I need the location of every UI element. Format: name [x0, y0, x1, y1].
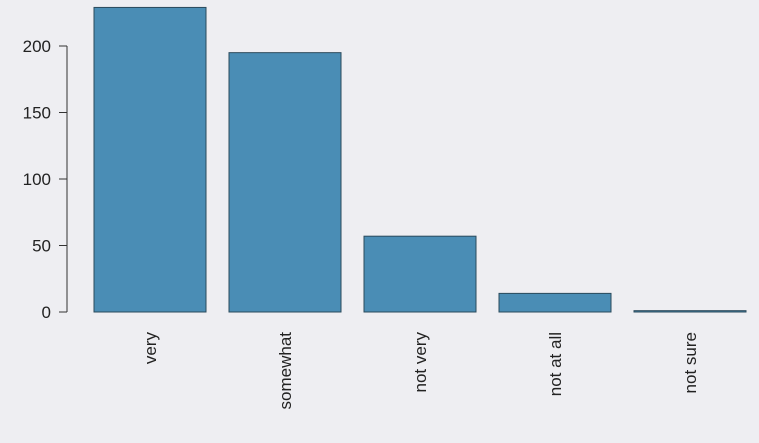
y-tick-label: 100 [23, 170, 51, 189]
x-category-label: not at all [546, 332, 565, 396]
x-category-label: very [141, 332, 160, 365]
y-tick-label: 0 [42, 303, 51, 322]
x-axis-labels: very somewhat not very not at all not sure [141, 332, 700, 410]
bar-very [93, 6, 207, 313]
x-category-label: not very [411, 332, 430, 393]
bar-not-sure [633, 310, 747, 313]
bar-not-at-all [498, 292, 612, 313]
x-category-label: somewhat [276, 332, 295, 410]
y-tick-label: 200 [23, 37, 51, 56]
bar-somewhat [228, 52, 342, 313]
y-tick-label: 150 [23, 104, 51, 123]
bars-group [93, 6, 747, 313]
y-tick-label: 50 [32, 237, 51, 256]
y-axis: 0 50 100 150 200 [23, 37, 68, 322]
bar-not-very [363, 235, 477, 313]
x-category-label: not sure [681, 332, 700, 393]
